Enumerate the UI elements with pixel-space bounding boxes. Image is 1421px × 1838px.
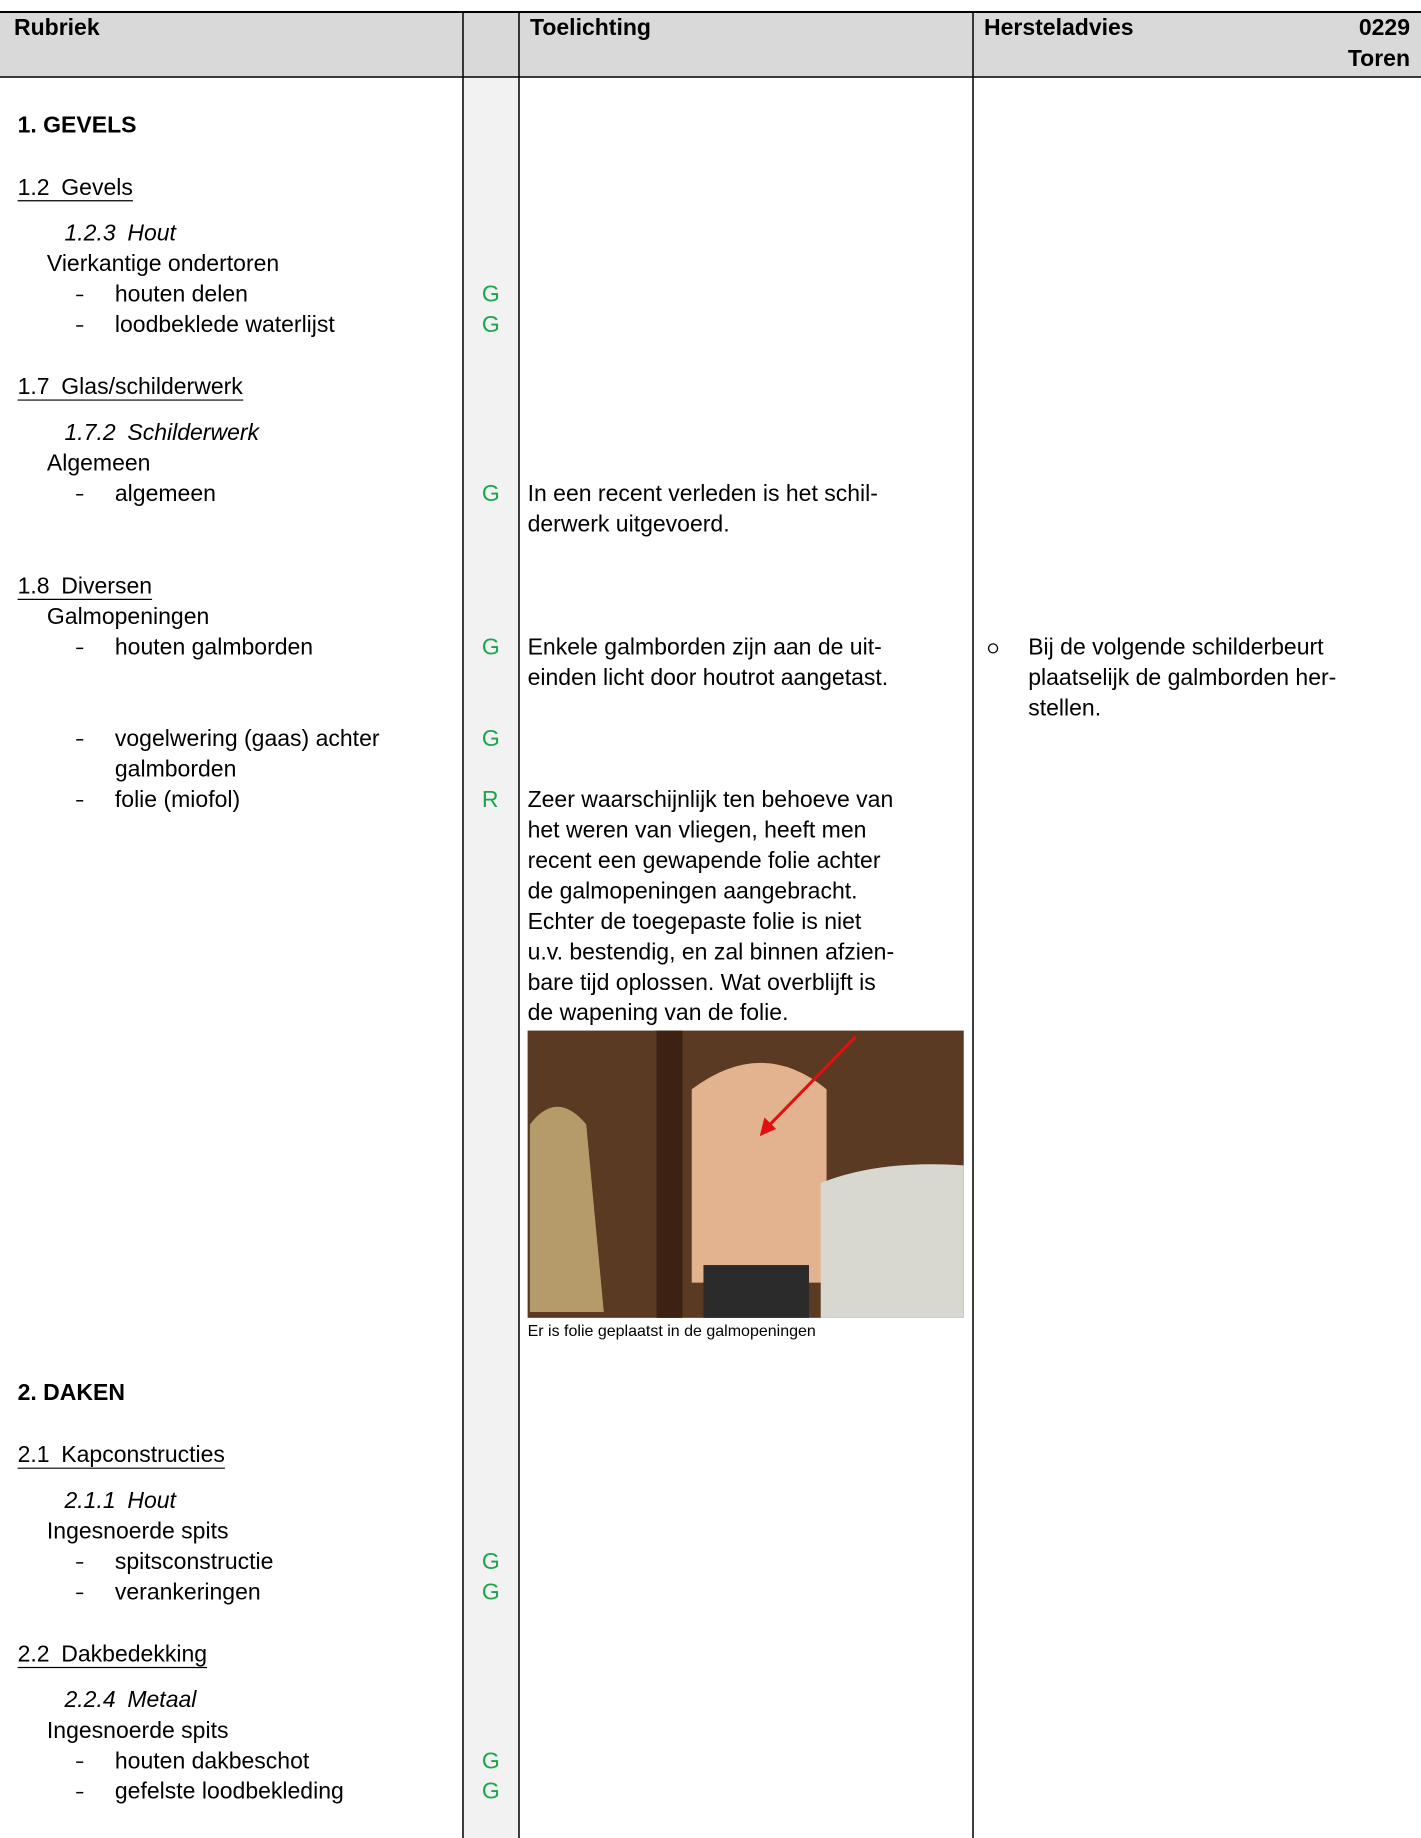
item-label: vogelwering (gaas) achter [115, 725, 380, 751]
rating: G [482, 480, 500, 506]
note-line: Echter de toegepaste folie is niet [528, 908, 862, 934]
topic-number: 2.2.4 [63, 1686, 115, 1712]
note-line: In een recent verleden is het schil- [528, 480, 878, 506]
rating-column [463, 12, 519, 1838]
topic-title: Metaal [127, 1686, 197, 1712]
note-line: einden licht door houtrot aangetast. [528, 664, 889, 690]
header-label: Rubriek [14, 14, 100, 40]
advice-line: Bij de volgende schilderbeurt [1028, 633, 1324, 659]
subsection-number: 1.7 [18, 373, 50, 399]
item-label: algemeen [115, 480, 216, 506]
group-title: Ingesnoerde spits [47, 1517, 229, 1543]
note-line: Enkele galmborden zijn aan de uit- [528, 633, 882, 659]
subsection: 2.2 Dakbedekking [18, 1641, 207, 1667]
item-label: loodbeklede waterlijst [115, 311, 336, 337]
note-line: de galmopeningen aangebracht. [528, 877, 858, 903]
section-title: 1. GEVELS [18, 112, 137, 138]
subsection-number: 2.2 [18, 1641, 50, 1667]
subsection: 1.8 Diversen [18, 572, 152, 598]
rating: G [482, 725, 500, 751]
subsection-title: Dakbedekking [61, 1641, 207, 1667]
photo-box [820, 1164, 964, 1318]
item-label: houten dakbeschot [115, 1747, 310, 1773]
subsection: 2.1 Kapconstructies [18, 1441, 225, 1467]
item-label: gefelste loodbekleding [115, 1778, 344, 1804]
topic: 1.2.3 Hout [64, 220, 177, 246]
photo-arch [691, 1062, 827, 1283]
photo-caption: Er is folie geplaatst in de galmopeninge… [528, 1323, 816, 1340]
header-code: 0229 [1359, 14, 1410, 40]
photo-arrowhead [759, 1117, 777, 1137]
advice-line: stellen. [1028, 694, 1101, 720]
section-title: 2. DAKEN [18, 1379, 125, 1405]
rating: R [482, 786, 499, 812]
topic-number: 1.7.2 [64, 419, 115, 445]
note-line: de wapening van de folie. [528, 999, 789, 1025]
note-line: derwerk uitgevoerd. [528, 510, 730, 536]
bullet [987, 643, 999, 654]
note-line: Zeer waarschijnlijk ten behoeve van [528, 786, 894, 812]
subsection-number: 1.8 [18, 572, 50, 598]
note-line: recent een gewapende folie achter [528, 847, 881, 873]
topic-title: Hout [127, 1487, 177, 1513]
advice-line: plaatselijk de galmborden her- [1028, 664, 1336, 690]
topic: 2.2.4 Metaal [63, 1686, 197, 1712]
item-label: galmborden [115, 755, 236, 781]
rating: G [482, 311, 500, 337]
subsection-title: Kapconstructies [61, 1441, 225, 1467]
topic-number: 1.2.3 [64, 220, 115, 246]
photo-beam [656, 1030, 683, 1318]
group-title: Vierkantige ondertoren [47, 250, 279, 276]
rating: G [482, 1747, 500, 1773]
subsection: 1.2 Gevels [18, 174, 133, 200]
note-line: u.v. bestendig, en zal binnen afzien- [528, 938, 895, 964]
subsection-number: 2.1 [18, 1441, 50, 1467]
subsection-number: 1.2 [18, 174, 50, 200]
item-label: folie (miofol) [115, 786, 240, 812]
header-object: Toren [1348, 45, 1410, 71]
topic-title: Schilderwerk [127, 419, 260, 445]
rating: G [482, 281, 500, 307]
header-bar [0, 12, 1421, 77]
item-label: verankeringen [115, 1578, 261, 1604]
header-label: Toelichting [530, 14, 651, 40]
topic-number: 2.1.1 [63, 1487, 115, 1513]
topic: 1.7.2 Schilderwerk [64, 419, 260, 445]
photo-floor [703, 1265, 809, 1318]
subsection-title: Diversen [61, 572, 152, 598]
photo [527, 1030, 964, 1318]
note-line: het weren van vliegen, heeft men [528, 816, 867, 842]
topic: 2.1.1 Hout [63, 1487, 177, 1513]
note-line: bare tijd oplossen. Wat overblijft is [528, 969, 876, 995]
group-title: Algemeen [47, 449, 151, 475]
item-label: houten galmborden [115, 633, 313, 659]
rating: G [482, 633, 500, 659]
subsection-title: Gevels [61, 174, 133, 200]
group-title: Galmopeningen [47, 603, 209, 629]
photo-arch [529, 1106, 604, 1312]
rating: G [482, 1548, 500, 1574]
topic-title: Hout [127, 220, 177, 246]
subsection-title: Glas/schilderwerk [61, 373, 243, 399]
subsection: 1.7 Glas/schilderwerk [18, 373, 244, 399]
header-label: Hersteladvies [984, 14, 1134, 40]
rating: G [482, 1578, 500, 1604]
group-title: Ingesnoerde spits [47, 1717, 229, 1743]
item-label: spitsconstructie [115, 1548, 274, 1574]
photo-arrow [763, 1035, 857, 1132]
item-label: houten delen [115, 281, 248, 307]
rating: G [482, 1778, 500, 1804]
